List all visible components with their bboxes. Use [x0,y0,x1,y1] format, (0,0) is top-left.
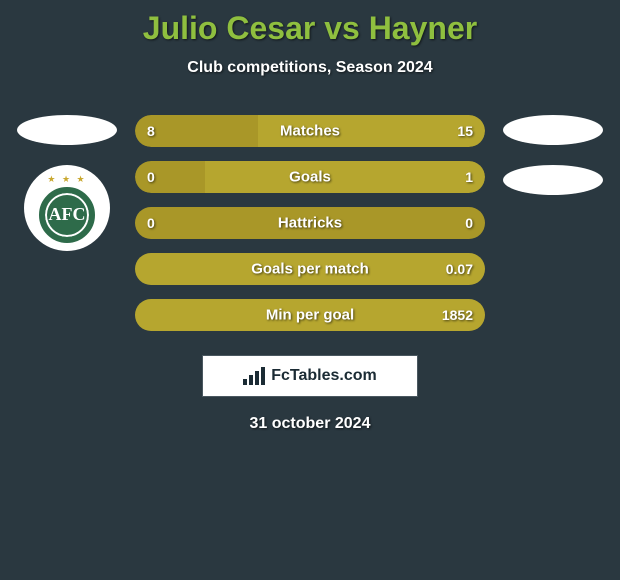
stat-label: Goals [289,169,331,186]
stat-value-right: 0.07 [446,261,473,277]
stat-bar: Min per goal 1852 [135,299,485,331]
club-logo-text: AFC [49,204,86,225]
stat-label: Hattricks [278,215,342,232]
stats-area: ★ ★ ★ AFC Matches815Goals01Hattricks00Go… [0,115,620,331]
stat-bar: Goals per match 0.07 [135,253,485,285]
footer-logo[interactable]: FcTables.com [202,355,418,397]
date-label: 31 october 2024 [0,415,620,433]
stat-value-right: 1852 [442,307,473,323]
stat-label: Min per goal [266,307,354,324]
stat-bar: Matches 8 15 [135,115,485,147]
stat-value-right: 15 [457,123,473,139]
club-badge: AFC [39,187,95,243]
bar-segment-left [135,161,205,193]
stat-bars: Matches 8 15 Goals 0 1 Hattricks 0 0 Goals per ma… [135,115,485,331]
stat-label: Goals per match [251,261,369,278]
footer-text: FcTables.com [271,367,377,385]
player-ellipse-right-2 [503,165,603,195]
stat-value-right: 1 [465,169,473,185]
stars-icon: ★ ★ ★ [47,174,86,185]
player-ellipse-left [17,115,117,145]
right-column [503,115,603,195]
page-title: Julio Cesar vs Hayner [0,10,620,47]
chart-icon [243,367,265,385]
stat-value-left: 8 [147,123,155,139]
stat-bar: Hattricks 0 0 [135,207,485,239]
left-column: ★ ★ ★ AFC [17,115,117,251]
stat-value-left: 0 [147,215,155,231]
stat-value-right: 0 [465,215,473,231]
stat-value-left: 0 [147,169,155,185]
player-ellipse-right-1 [503,115,603,145]
bar-segment-right [205,161,485,193]
club-logo-left: ★ ★ ★ AFC [24,165,110,251]
comparison-card: Julio Cesar vs Hayner Club competitions,… [0,0,620,433]
stat-bar: Goals 0 1 [135,161,485,193]
subtitle: Club competitions, Season 2024 [0,59,620,77]
stat-label: Matches [280,123,340,140]
